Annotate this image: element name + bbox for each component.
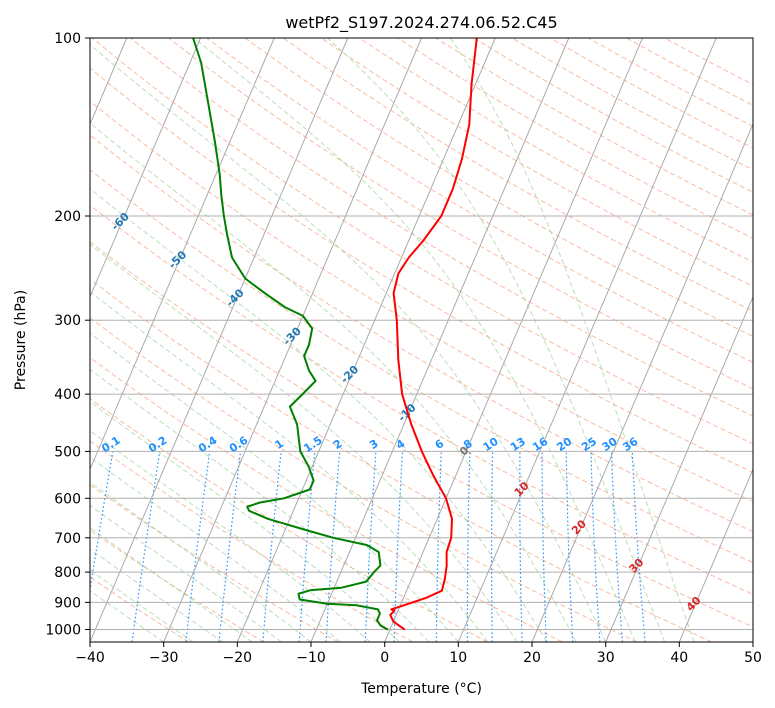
moist-adiabat [327, 38, 666, 642]
y-axis-label: Pressure (hPa) [13, 290, 29, 390]
x-tick-label: 30 [597, 650, 615, 666]
moist-adiabat [90, 590, 164, 642]
dry-adiabat [206, 38, 753, 363]
x-tick-label: 0 [380, 650, 389, 666]
x-tick-label: −40 [75, 650, 105, 666]
isotherm-line [531, 122, 753, 642]
x-tick-label: 50 [744, 650, 762, 666]
mixing-ratio-line [185, 451, 211, 642]
y-axis-ticks: 100 200 300 400 500 600 700 800 900 1000 [45, 31, 90, 639]
y-tick-label: 200 [54, 209, 81, 225]
y-tick-label: 500 [54, 444, 81, 460]
dewpoint-profile-line [192, 38, 389, 631]
isotherm-line [163, 38, 422, 642]
chart-title: wetPf2_S197.2024.274.06.52.C45 [285, 13, 557, 33]
isotherm-line [384, 38, 643, 642]
moist-adiabat [90, 243, 518, 642]
x-tick-label: −20 [223, 650, 253, 666]
x-axis-ticks: −40 −30 −20 −10 0 10 20 30 40 50 [75, 642, 762, 666]
y-tick-label: 300 [54, 313, 81, 329]
dry-adiabat [90, 357, 563, 642]
dry-adiabat [168, 38, 753, 390]
moist-adiabat [90, 527, 253, 642]
dry-adiabat [90, 204, 753, 595]
mixing-ratio-line [90, 451, 114, 594]
moist-adiabat [90, 548, 223, 642]
x-tick-label: 20 [523, 650, 541, 666]
x-tick-label: −30 [149, 650, 179, 666]
y-tick-label: 700 [54, 531, 81, 547]
x-axis-label: Temperature (°C) [360, 681, 482, 697]
dry-adiabat [90, 484, 339, 642]
y-tick-label: 900 [54, 595, 81, 611]
profile-series [192, 38, 478, 631]
dry-adiabat [130, 38, 753, 417]
isotherm-line [90, 38, 349, 642]
y-tick-label: 100 [54, 31, 81, 47]
temperature-profile-line [389, 38, 478, 631]
dry-adiabat [90, 241, 753, 628]
x-tick-label: 10 [449, 650, 467, 666]
dry-adiabat [90, 67, 753, 473]
isotherm-line [605, 295, 753, 642]
isotherm-line [457, 38, 717, 642]
moist-adiabat [193, 38, 636, 642]
moist-adiabat [90, 569, 194, 642]
moist-adiabat [90, 430, 371, 642]
moist-adiabat [90, 291, 489, 642]
dry-adiabat [90, 398, 488, 642]
plot-area: -100-90-80-70-60-50-40-30-20-10010203040… [90, 38, 753, 642]
moist-adiabats [90, 38, 695, 642]
dry-adiabat [90, 529, 264, 642]
moist-adiabat [449, 38, 695, 642]
moist-adiabat [90, 456, 341, 642]
dry-adiabat [90, 278, 712, 642]
isotherm-line [678, 468, 753, 642]
isotherm-line [90, 38, 201, 299]
dry-adiabat [244, 38, 753, 337]
plot-frame [89, 37, 754, 643]
y-tick-label: 1000 [45, 623, 81, 639]
mixing-ratio-line [262, 451, 282, 642]
y-tick-label: 800 [54, 565, 81, 581]
dry-adiabat [90, 169, 753, 564]
dry-adiabat [90, 100, 753, 503]
x-tick-label: −10 [296, 650, 326, 666]
x-tick-label: 40 [670, 650, 688, 666]
mixing-ratio-line [218, 451, 242, 642]
y-tick-label: 400 [54, 387, 81, 403]
isotherm-line [236, 38, 496, 642]
moist-adiabat [90, 368, 430, 642]
y-tick-label: 600 [54, 491, 81, 507]
dry-adiabat [90, 134, 753, 533]
isotherm-line [90, 38, 275, 471]
skewed-isotherms [90, 38, 753, 642]
moist-adiabat [90, 122, 577, 642]
